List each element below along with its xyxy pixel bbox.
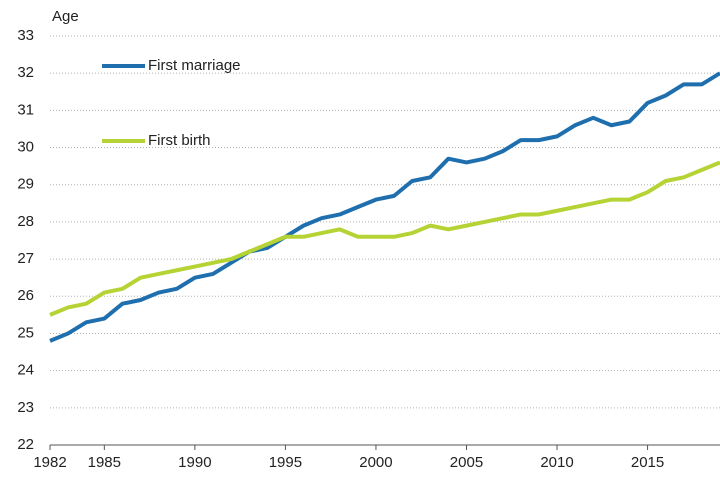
data-line <box>49 71 720 343</box>
x-tick-label: 1990 <box>178 454 211 471</box>
y-tick-label: 22 <box>17 436 34 453</box>
x-tick-label: 1995 <box>269 454 302 471</box>
y-tick-label: 33 <box>17 27 34 44</box>
y-tick-label: 29 <box>17 176 34 193</box>
y-tick-label: 30 <box>17 139 34 156</box>
y-tick-label: 23 <box>17 399 34 416</box>
x-tick-label: 2000 <box>359 454 392 471</box>
y-tick-label: 24 <box>17 362 34 379</box>
y-tick-label: 32 <box>17 64 34 81</box>
x-tick-label: 2010 <box>540 454 573 471</box>
y-tick-label: 27 <box>17 250 34 267</box>
y-tick-label: 25 <box>17 324 34 341</box>
legend-label: First birth <box>148 132 211 149</box>
y-axis-label: Age <box>52 8 79 25</box>
y-tick-label: 28 <box>17 213 34 230</box>
y-tick-label: 31 <box>17 101 34 118</box>
y-tick-label: 26 <box>17 287 34 304</box>
x-tick-label: 1985 <box>88 454 121 471</box>
legend-label: First marriage <box>148 57 241 74</box>
x-tick-label: 2005 <box>450 454 483 471</box>
x-tick-label: 2015 <box>631 454 664 471</box>
data-line <box>49 160 720 317</box>
x-tick-label: 1982 <box>33 454 66 471</box>
